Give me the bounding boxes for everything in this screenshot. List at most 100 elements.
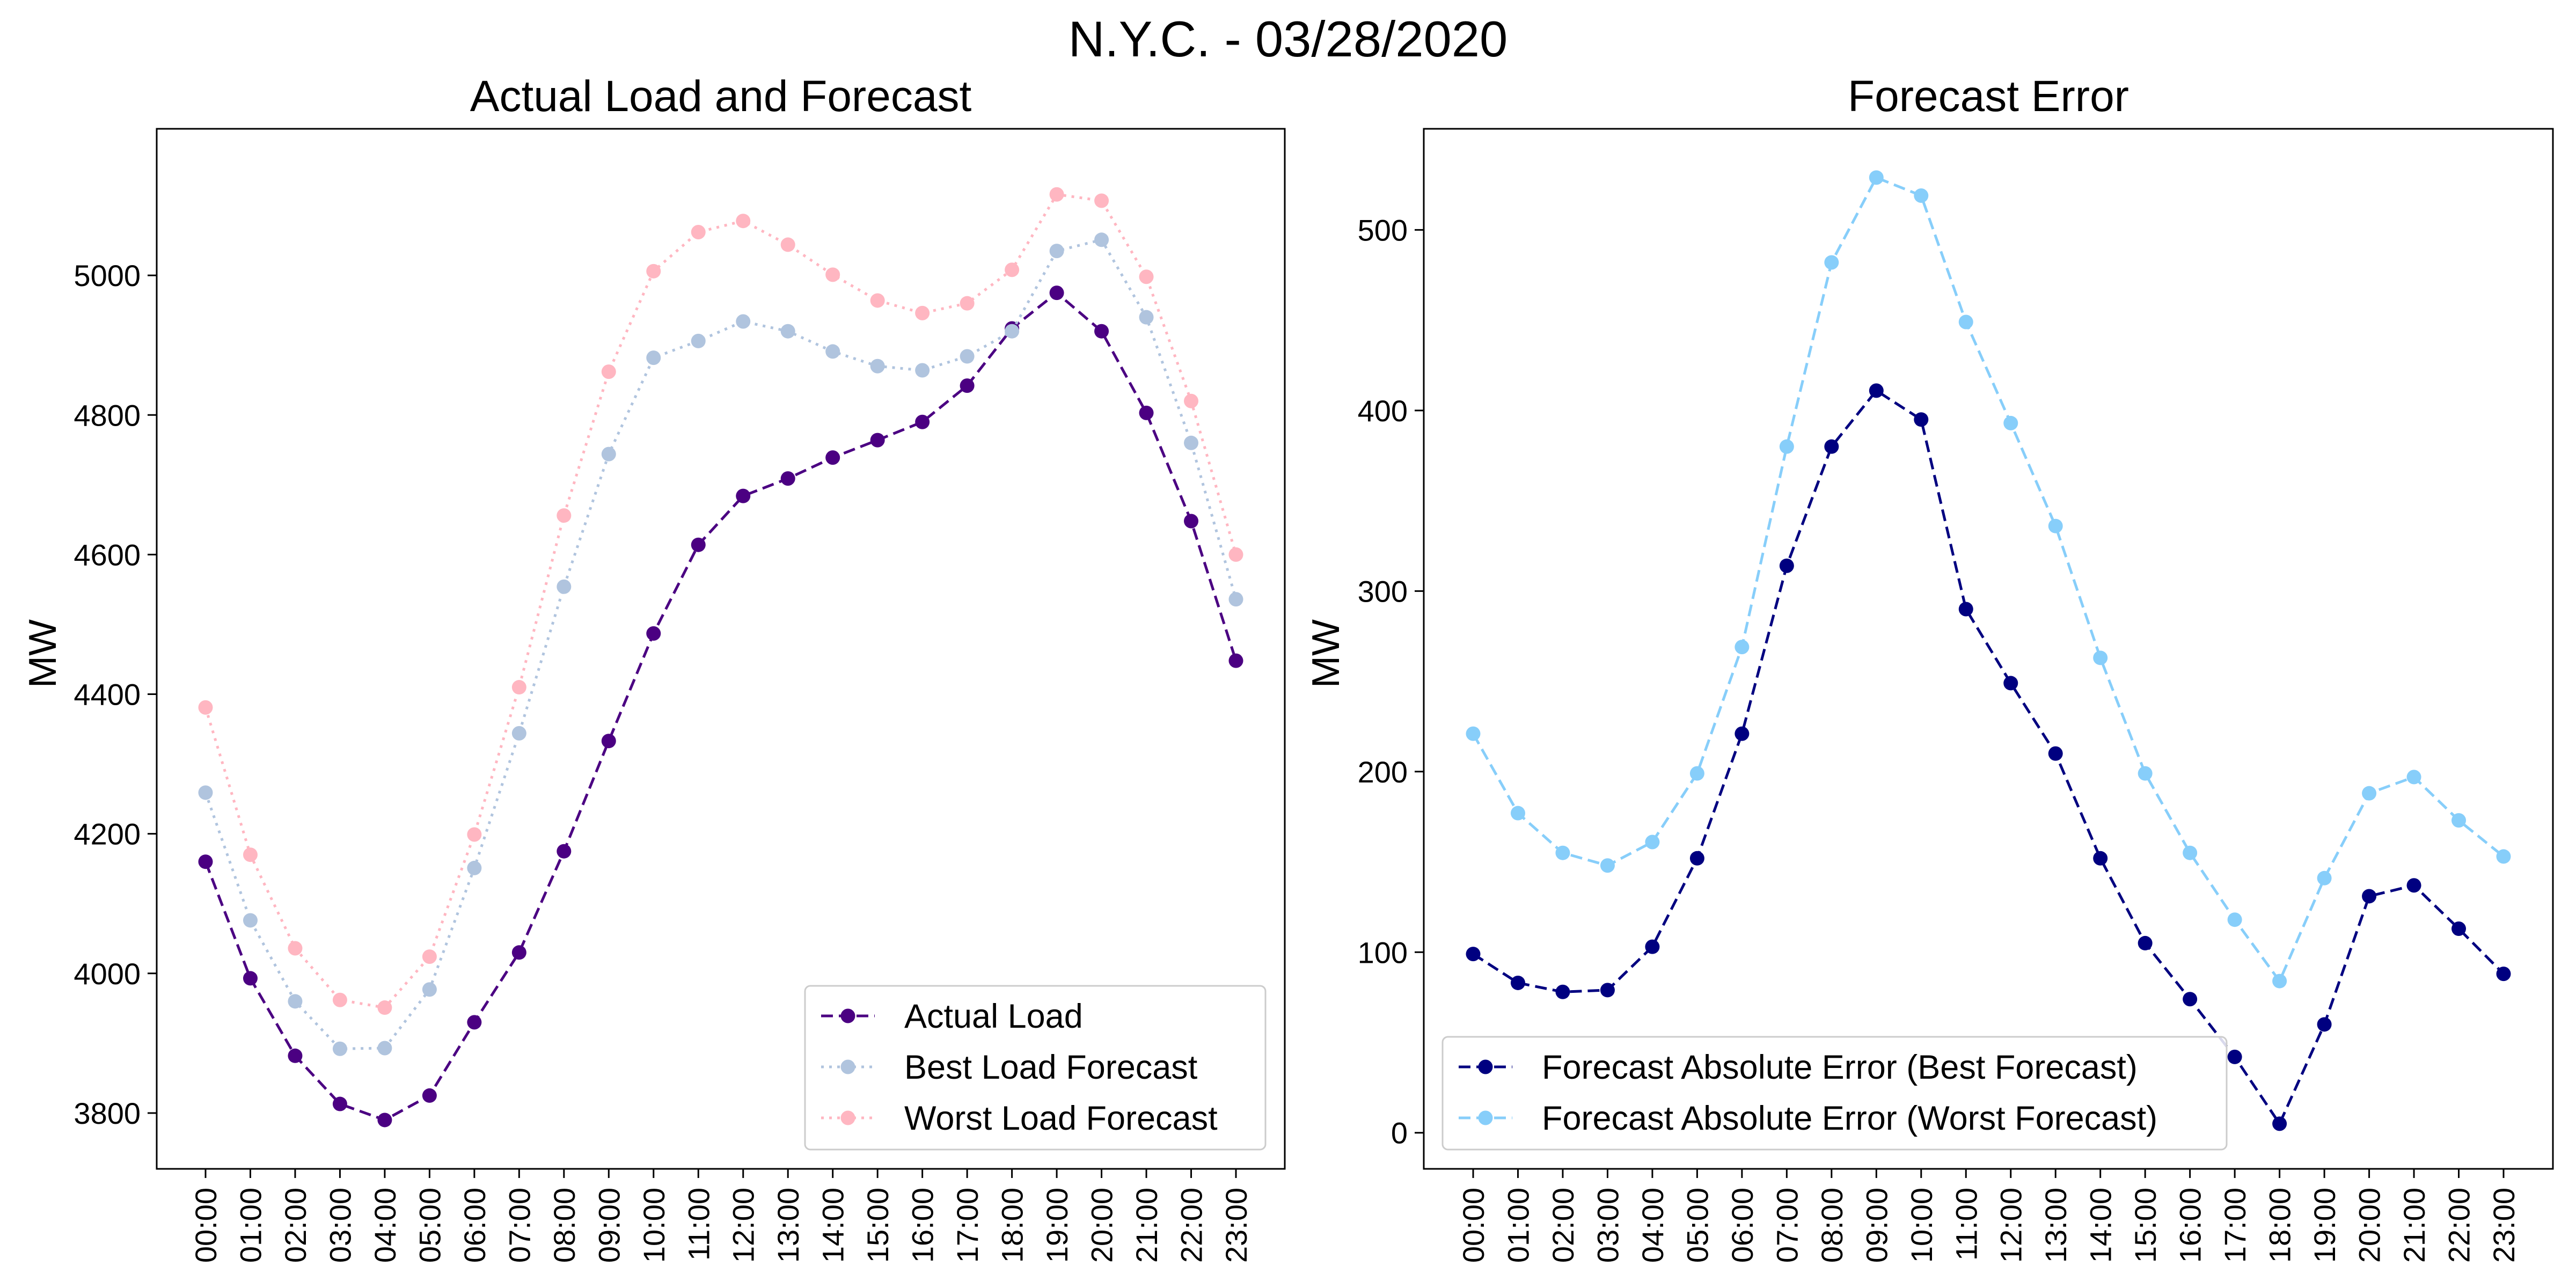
load-x-tick-label: 23:00 (1219, 1188, 1253, 1263)
load-series-2-point (1139, 269, 1154, 284)
load-series-2-point (960, 296, 975, 311)
error-series-0-point (1555, 984, 1570, 999)
error-series-0-point (1779, 558, 1794, 573)
error-series-0-point (2362, 889, 2377, 904)
error-series-0-point (2183, 992, 2198, 1007)
load-series-2-point (467, 827, 482, 842)
error-x-tick-label: 06:00 (1725, 1188, 1759, 1263)
load-series-2-point (377, 1000, 392, 1015)
load-series-1-point (601, 447, 616, 462)
load-series-2-point (691, 224, 706, 239)
load-series-1-point (1139, 310, 1154, 325)
error-series-1-point (1958, 314, 1973, 330)
load-series-0-point (1139, 405, 1154, 420)
load-series-0-point (243, 971, 258, 986)
error-x-tick-label: 11:00 (1949, 1188, 1983, 1261)
error-legend: Forecast Absolute Error (Best Forecast) F… (1441, 1036, 2228, 1151)
load-y-tick-label: 4200 (74, 817, 141, 851)
load-series-2-point (198, 700, 213, 715)
load-x-tick-label: 11:00 (682, 1188, 715, 1261)
error-y-axis-label: MW (1305, 619, 1348, 688)
load-series-2-point (422, 949, 437, 964)
load-series-0-point (780, 471, 795, 486)
load-x-tick-label: 06:00 (458, 1188, 492, 1263)
load-series-1-point (1228, 592, 1243, 607)
load-x-tick-label: 16:00 (906, 1188, 940, 1263)
load-x-tick-label: 07:00 (502, 1188, 536, 1263)
error-x-tick-label: 14:00 (2084, 1188, 2118, 1263)
error-legend-label-1: Forecast Absolute Error (Worst Forecast) (1542, 1100, 2157, 1137)
load-x-tick-label: 15:00 (861, 1188, 895, 1263)
error-x-tick-label: 07:00 (1770, 1188, 1804, 1263)
load-series-1-point (780, 324, 795, 339)
load-series-0-point (377, 1113, 392, 1128)
load-x-tick-label: 17:00 (950, 1188, 984, 1263)
error-x-tick-label: 13:00 (2039, 1188, 2073, 1263)
error-series-1-point (1466, 726, 1481, 741)
load-x-tick-label: 22:00 (1175, 1188, 1209, 1263)
error-series-1-point (2183, 845, 2198, 860)
load-legend-marker-0 (840, 1008, 855, 1023)
figure-suptitle: N.Y.C. - 03/28/2020 (1069, 11, 1508, 67)
load-series-2-point (736, 214, 751, 229)
load-series-1-point (960, 349, 975, 364)
load-y-tick-label: 4600 (74, 538, 141, 572)
load-series-2-point (646, 264, 661, 279)
load-series-1-point (467, 860, 482, 875)
load-x-tick-label: 00:00 (189, 1188, 223, 1263)
error-series-1-point (2272, 974, 2287, 989)
error-x-tick-label: 03:00 (1591, 1188, 1624, 1263)
load-series-1-point (691, 333, 706, 348)
load-series-2-point (511, 680, 526, 695)
load-y-tick-label: 4400 (74, 678, 141, 712)
error-series-0-point (1869, 383, 1884, 398)
error-x-tick-label: 12:00 (1994, 1188, 2028, 1263)
load-x-tick-label: 10:00 (637, 1188, 671, 1263)
load-series-1-point (422, 982, 437, 997)
load-series-2-point (1184, 393, 1199, 408)
load-series-2-point (288, 941, 303, 956)
load-series-0-point (288, 1048, 303, 1063)
error-y-tick-label: 300 (1358, 574, 1408, 608)
load-y-tick-label: 3800 (74, 1096, 141, 1130)
load-series-1-point (511, 726, 526, 741)
error-x-tick-label: 20:00 (2353, 1188, 2387, 1263)
load-x-tick-label: 13:00 (771, 1188, 805, 1263)
error-y-tick-label: 0 (1391, 1116, 1408, 1150)
error-series-1-point (2317, 870, 2332, 885)
error-series-1-point (2451, 813, 2467, 828)
load-series-2-line (204, 193, 1238, 1009)
load-x-tick-label: 09:00 (592, 1188, 626, 1263)
load-series-2-point (1228, 547, 1243, 562)
error-series-1-point (2138, 766, 2153, 781)
load-series-1-point (332, 1041, 347, 1056)
error-series-1-point (1779, 439, 1794, 454)
load-x-tick-label: 20:00 (1085, 1188, 1119, 1263)
load-x-tick-label: 19:00 (1040, 1188, 1074, 1263)
load-legend: Actual Load Best Load Forecast Worst Load … (804, 985, 1267, 1151)
error-series-0-point (1735, 726, 1750, 741)
error-series-0-point (1645, 939, 1660, 954)
error-series-1-point (2093, 650, 2108, 665)
error-series-0-point (1824, 439, 1839, 454)
load-series-1-point (1005, 324, 1020, 339)
error-series-0-point (2272, 1116, 2287, 1131)
error-legend-label-0: Forecast Absolute Error (Best Forecast) (1542, 1049, 2138, 1086)
load-x-tick-label: 21:00 (1130, 1188, 1163, 1263)
error-series-0-point (2093, 851, 2108, 866)
load-y-axis-label: MW (21, 619, 64, 688)
error-series-1-point (1555, 845, 1570, 860)
load-series-1-point (870, 358, 885, 374)
error-x-tick-label: 17:00 (2218, 1188, 2252, 1263)
load-series-2-point (1094, 193, 1109, 208)
load-series-0-point (557, 844, 572, 859)
load-series-0-point (825, 450, 840, 465)
load-legend-marker-1 (840, 1059, 855, 1074)
load-series-1-point (198, 785, 213, 800)
load-series-1-line (204, 238, 1238, 1050)
error-series-1-point (1600, 858, 1615, 873)
load-series-1-point (288, 994, 303, 1009)
load-series-1-point (1049, 244, 1064, 259)
forecast-error-panel: Forecast Error MW 0 100 200 300 400 500 00:00 0… (1305, 72, 2554, 1263)
